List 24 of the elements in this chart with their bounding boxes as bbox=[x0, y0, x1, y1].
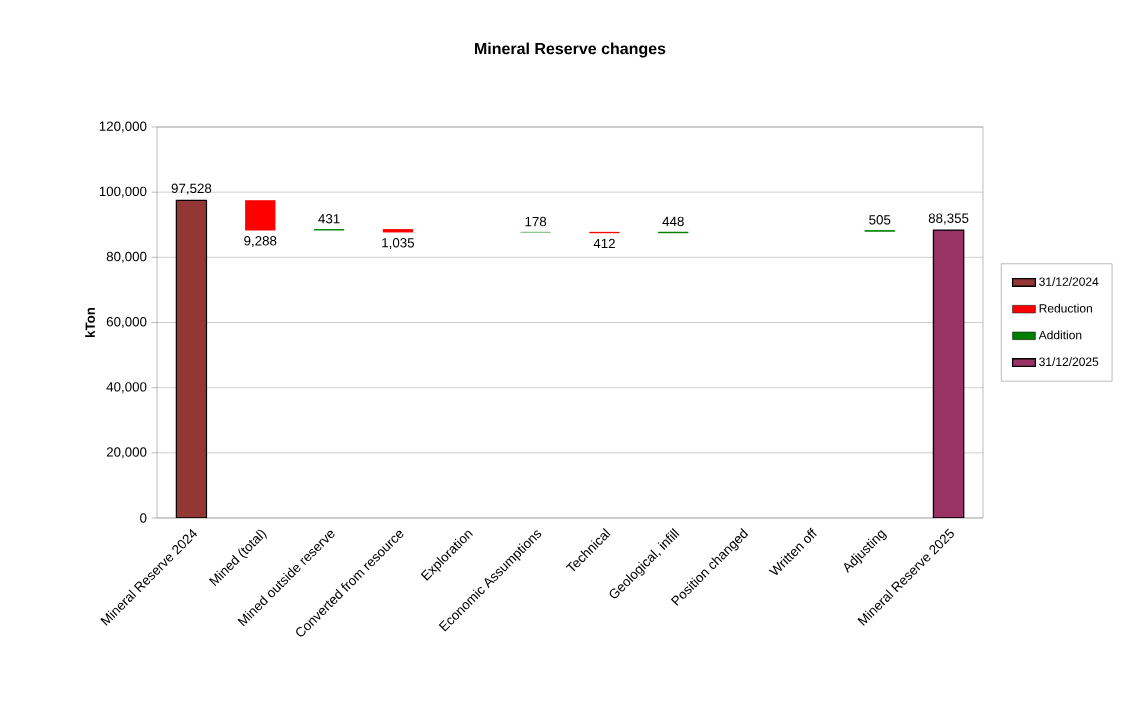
data-label: 431 bbox=[318, 214, 340, 224]
y-tick-label: 20,000 bbox=[106, 447, 147, 459]
legend-label: Reduction bbox=[1039, 303, 1092, 313]
y-tick-label: 80,000 bbox=[106, 251, 147, 263]
y-tick-label: 60,000 bbox=[106, 316, 147, 329]
bar bbox=[175, 199, 208, 518]
data-label: 97,528 bbox=[171, 183, 212, 195]
legend-label: Addition bbox=[1038, 330, 1082, 340]
data-label: 448 bbox=[662, 216, 684, 227]
data-label: 1,035 bbox=[382, 238, 415, 250]
y-tick-label: 100,000 bbox=[99, 186, 147, 198]
data-label: 505 bbox=[869, 215, 891, 225]
data-label: 9,288 bbox=[244, 236, 277, 248]
legend-label: 31/12/2025 bbox=[1039, 357, 1099, 367]
bar bbox=[245, 200, 276, 231]
y-tick-label: 40,000 bbox=[106, 382, 147, 394]
data-label: 178 bbox=[525, 216, 547, 227]
legend-label: 31/12/2024 bbox=[1039, 277, 1099, 286]
y-tick-label: 120,000 bbox=[99, 121, 147, 133]
data-label: 412 bbox=[593, 238, 615, 249]
data-label: 88,355 bbox=[928, 213, 969, 225]
y-axis-title: kTon bbox=[85, 307, 95, 337]
y-tick-label: 0 bbox=[140, 513, 147, 523]
chart-title: Mineral Reserve changes bbox=[475, 42, 666, 58]
